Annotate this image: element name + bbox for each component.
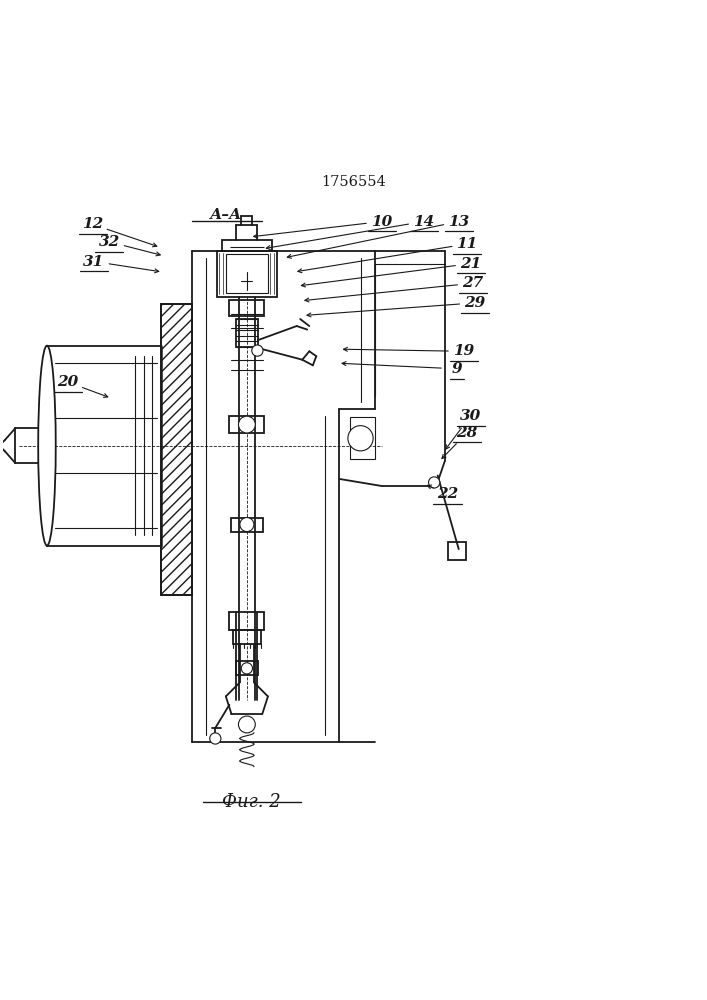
Text: 20: 20 [57, 375, 78, 389]
Text: 1756554: 1756554 [321, 175, 386, 189]
Text: 22: 22 [437, 487, 458, 501]
Text: Фиг. 2: Фиг. 2 [223, 793, 281, 811]
Ellipse shape [38, 346, 56, 546]
Circle shape [240, 518, 254, 532]
Bar [448, 542, 466, 560]
Bar [229, 300, 264, 316]
Text: 31: 31 [83, 255, 105, 269]
Text: 28: 28 [457, 426, 478, 440]
Circle shape [252, 345, 263, 356]
Text: 10: 10 [371, 215, 392, 229]
Text: 19: 19 [453, 344, 474, 358]
Text: 9: 9 [451, 362, 462, 376]
Bar [226, 254, 268, 293]
Text: 12: 12 [82, 217, 103, 231]
Circle shape [238, 716, 255, 733]
Text: А–А: А–А [210, 208, 242, 222]
Bar [217, 251, 276, 297]
Bar [160, 304, 192, 595]
Circle shape [428, 477, 440, 488]
Bar [235, 319, 258, 347]
Bar [350, 417, 375, 459]
Circle shape [348, 426, 373, 451]
Text: 27: 27 [462, 276, 484, 290]
Bar [221, 240, 272, 251]
Text: 14: 14 [413, 215, 434, 229]
Circle shape [210, 733, 221, 744]
Text: 32: 32 [99, 235, 120, 249]
Text: 13: 13 [448, 215, 469, 229]
Bar [229, 416, 264, 433]
Bar [231, 518, 263, 532]
Circle shape [238, 416, 255, 433]
Text: 29: 29 [464, 296, 486, 310]
Text: 21: 21 [460, 257, 481, 271]
Bar [233, 630, 261, 644]
Bar [235, 661, 258, 675]
Circle shape [241, 663, 252, 674]
Text: 30: 30 [460, 409, 481, 423]
Text: 11: 11 [457, 237, 478, 251]
